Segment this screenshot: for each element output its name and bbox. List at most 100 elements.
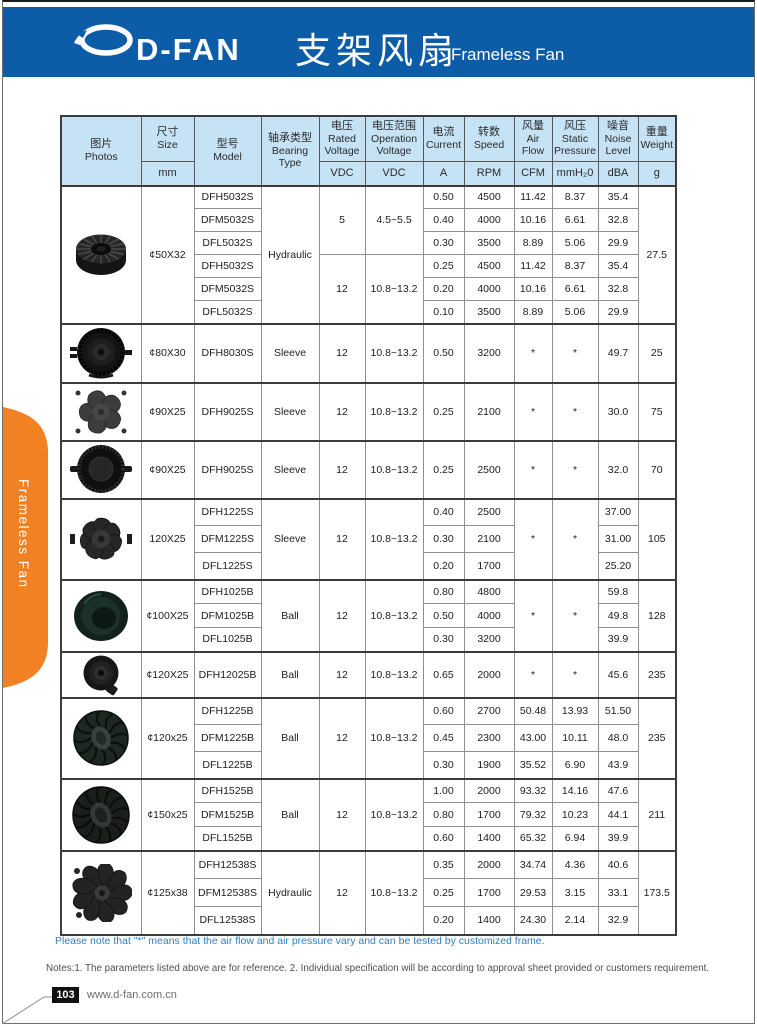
current-cell: 0.30 xyxy=(422,751,465,779)
air-flow-cell: 8.89 xyxy=(513,300,553,324)
model-cell: DFM5032S xyxy=(193,208,262,232)
size-cell: ¢50X32 xyxy=(140,184,195,324)
current-cell: 0.60 xyxy=(422,696,465,725)
noise-cell: 47.6 xyxy=(597,777,639,803)
noise-cell: 40.6 xyxy=(597,849,639,879)
col-header-weight: 重量 Weight xyxy=(637,115,677,162)
speed-cell: 1700 xyxy=(463,802,515,827)
fan-photo-dome-fan xyxy=(60,578,142,652)
operation-voltage-cell: 10.8~13.2 xyxy=(364,578,424,652)
size-cell: 120X25 xyxy=(140,497,195,580)
noise-cell: 29.9 xyxy=(597,231,639,255)
speed-cell: 4800 xyxy=(463,578,515,604)
bearing-cell: Hydraulic xyxy=(260,849,320,935)
col-unit-static-pressure: mmH₂0 xyxy=(551,160,599,186)
rated-voltage-cell: 12 xyxy=(318,497,366,580)
weight-cell: 70 xyxy=(637,439,677,499)
weight-cell: 75 xyxy=(637,381,677,441)
noise-cell: 49.7 xyxy=(597,322,639,383)
page-title-zh: 支架风扇 xyxy=(295,30,460,71)
noise-cell: 49.8 xyxy=(597,603,639,628)
size-cell: ¢100X25 xyxy=(140,578,195,652)
static-pressure-cell: * xyxy=(551,381,599,441)
model-cell: DFM1025B xyxy=(193,603,262,628)
rated-voltage-cell: 12 xyxy=(318,777,366,851)
speed-cell: 4500 xyxy=(463,254,515,278)
rated-voltage-cell: 5 xyxy=(318,184,366,255)
current-cell: 0.25 xyxy=(422,254,465,278)
operation-voltage-cell: 10.8~13.2 xyxy=(364,381,424,441)
operation-voltage-cell: 10.8~13.2 xyxy=(364,439,424,499)
static-pressure-cell: * xyxy=(551,439,599,499)
weight-cell: 235 xyxy=(637,696,677,779)
air-flow-cell: 11.42 xyxy=(513,254,553,278)
size-cell: ¢120x25 xyxy=(140,696,195,779)
rated-voltage-cell: 12 xyxy=(318,381,366,441)
current-cell: 0.50 xyxy=(422,603,465,628)
col-header-bearing: 轴承类型 Bearing Type xyxy=(260,115,320,186)
col-header-photos: 图片 Photos xyxy=(60,115,142,186)
note-asterisk: Please note that "*" means that the air … xyxy=(55,935,545,947)
fan-photo-axial-fan-7-blade xyxy=(60,497,142,580)
col-header-operation-voltage: 电压范围 Operation Voltage xyxy=(364,115,424,162)
static-pressure-cell: 6.61 xyxy=(551,208,599,232)
weight-cell: 105 xyxy=(637,497,677,580)
noise-cell: 35.4 xyxy=(597,184,639,209)
air-flow-cell: * xyxy=(513,322,553,383)
static-pressure-cell: 14.16 xyxy=(551,777,599,803)
air-flow-cell: 35.52 xyxy=(513,751,553,779)
current-cell: 0.30 xyxy=(422,627,465,652)
air-flow-cell: 8.89 xyxy=(513,231,553,255)
page-title-en: Frameless Fan xyxy=(451,45,565,64)
fan-photo-serrated-blower-fan xyxy=(60,439,142,499)
model-cell: DFL12538S xyxy=(193,906,262,935)
model-cell: DFH1225B xyxy=(193,696,262,725)
air-flow-cell: * xyxy=(513,650,553,698)
bearing-cell: Ball xyxy=(260,777,320,851)
noise-cell: 32.9 xyxy=(597,906,639,935)
fan-photo-round-blower-fan xyxy=(60,322,142,383)
col-unit-speed: RPM xyxy=(463,160,515,186)
noise-cell: 30.0 xyxy=(597,381,639,441)
col-header-model: 型号 Model xyxy=(193,115,262,186)
current-cell: 0.30 xyxy=(422,231,465,255)
weight-cell: 235 xyxy=(637,650,677,698)
col-unit-noise: dBA xyxy=(597,160,639,186)
fan-photo-curved-axial-fan xyxy=(60,849,142,935)
noise-cell: 32.0 xyxy=(597,439,639,499)
static-pressure-cell: 8.37 xyxy=(551,254,599,278)
spec-table-wrap: 图片 Photos 尺寸 Size 型号 Model 轴承类型 Bearing Type 电压 R… xyxy=(60,115,677,936)
bearing-cell: Ball xyxy=(260,650,320,698)
current-cell: 0.35 xyxy=(422,849,465,879)
weight-cell: 211 xyxy=(637,777,677,851)
current-cell: 0.80 xyxy=(422,802,465,827)
static-pressure-cell: 5.06 xyxy=(551,300,599,324)
weight-cell: 128 xyxy=(637,578,677,652)
rated-voltage-cell: 12 xyxy=(318,849,366,935)
current-cell: 0.40 xyxy=(422,497,465,526)
rated-voltage-cell: 12 xyxy=(318,650,366,698)
air-flow-cell: 24.30 xyxy=(513,906,553,935)
bearing-cell: Sleeve xyxy=(260,439,320,499)
noise-cell: 31.00 xyxy=(597,525,639,553)
col-header-current: 电流 Current xyxy=(422,115,465,162)
air-flow-cell: * xyxy=(513,497,553,580)
speed-cell: 1400 xyxy=(463,906,515,935)
model-cell: DFH1225S xyxy=(193,497,262,526)
operation-voltage-cell: 10.8~13.2 xyxy=(364,497,424,580)
model-cell: DFL5032S xyxy=(193,231,262,255)
noise-cell: 43.9 xyxy=(597,751,639,779)
noise-cell: 35.4 xyxy=(597,254,639,278)
weight-cell: 173.5 xyxy=(637,849,677,935)
air-flow-cell: 29.53 xyxy=(513,878,553,907)
bearing-cell: Sleeve xyxy=(260,381,320,441)
operation-voltage-cell: 10.8~13.2 xyxy=(364,322,424,383)
air-flow-cell: 34.74 xyxy=(513,849,553,879)
header-bar: D-FAN 支架风扇 Frameless Fan xyxy=(3,7,754,77)
air-flow-cell: 10.16 xyxy=(513,208,553,232)
air-flow-cell: 79.32 xyxy=(513,802,553,827)
col-unit-operation-voltage: VDC xyxy=(364,160,424,186)
speed-cell: 2300 xyxy=(463,724,515,752)
model-cell: DFH12538S xyxy=(193,849,262,879)
fan-photo-small-round-fan xyxy=(60,650,142,698)
